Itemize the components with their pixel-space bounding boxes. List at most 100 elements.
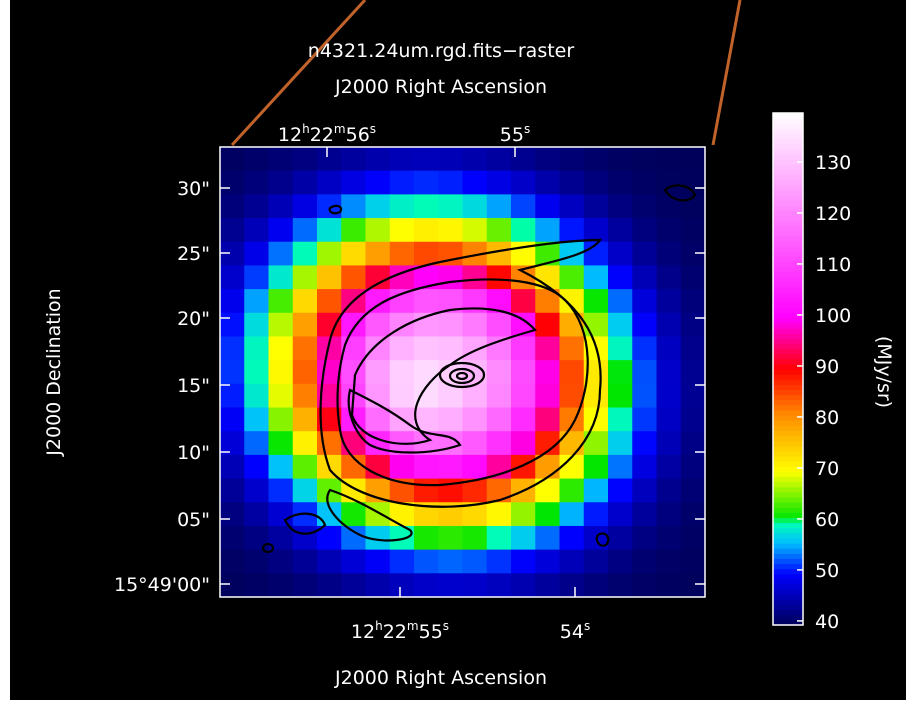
raster-pixel (681, 336, 706, 360)
raster-pixel (608, 218, 633, 242)
raster-pixel (487, 242, 512, 266)
raster-pixel (341, 573, 366, 597)
left-axis-label: J2000 Declination (43, 288, 65, 456)
raster-pixel (269, 502, 294, 526)
colorbar-tick-label: 100 (815, 305, 851, 327)
colorbar-step (773, 564, 803, 570)
raster-pixel (317, 265, 342, 289)
raster-pixel (220, 479, 245, 503)
raster-pixel (511, 171, 536, 195)
raster-pixel (390, 502, 415, 526)
raster-pixel (560, 455, 585, 479)
colorbar-step (773, 139, 803, 145)
raster-pixel (560, 550, 585, 574)
colorbar-step (773, 287, 803, 293)
colorbar-step (773, 436, 803, 442)
colorbar-step (773, 430, 803, 436)
raster-pixel (390, 336, 415, 360)
raster-pixel (390, 573, 415, 597)
raster-pixel (414, 171, 439, 195)
raster-pixel (560, 431, 585, 455)
tick-text: 54 (560, 621, 584, 643)
colorbar-step (773, 548, 803, 554)
raster-pixel (366, 502, 391, 526)
raster-pixel (535, 526, 560, 550)
raster-pixel (269, 147, 294, 171)
superscript: m (334, 122, 346, 136)
raster-pixel (584, 147, 609, 171)
raster-pixel (463, 550, 488, 574)
colorbar-step (773, 589, 803, 595)
raster-pixel (293, 479, 318, 503)
colorbar-step (773, 338, 803, 344)
raster-pixel (463, 194, 488, 218)
raster-pixel (632, 265, 657, 289)
raster-pixel (269, 360, 294, 384)
ra-tick-label: 12h22m55s (351, 619, 449, 643)
raster-pixel (681, 218, 706, 242)
raster-pixel (632, 384, 657, 408)
dec-tick-label: 15°49'00" (114, 574, 210, 596)
raster-pixel (220, 502, 245, 526)
dec-tick-label: 05" (177, 509, 210, 531)
raster-pixel (341, 431, 366, 455)
raster-pixel (511, 526, 536, 550)
raster-pixel (317, 573, 342, 597)
raster-pixel (293, 313, 318, 337)
dec-tick-label: 20" (177, 308, 210, 330)
raster-pixel (269, 242, 294, 266)
raster-pixel (560, 336, 585, 360)
raster-pixel (608, 194, 633, 218)
colorbar-step (773, 410, 803, 416)
raster-pixel (535, 147, 560, 171)
colorbar-step (773, 149, 803, 155)
raster-pixel (535, 384, 560, 408)
raster-pixel (317, 550, 342, 574)
raster-pixel (366, 147, 391, 171)
raster-pixel (632, 242, 657, 266)
raster-pixel (390, 360, 415, 384)
raster-pixel (293, 336, 318, 360)
raster-pixel (220, 550, 245, 574)
colorbar-step (773, 461, 803, 467)
raster-pixel (244, 479, 269, 503)
raster-pixel (244, 526, 269, 550)
colorbar-step (773, 144, 803, 150)
raster-pixel (657, 336, 682, 360)
raster-pixel (608, 147, 633, 171)
dec-tick-label: 10" (177, 442, 210, 464)
raster-pixel (438, 171, 463, 195)
raster-pixel (317, 147, 342, 171)
colorbar-step (773, 333, 803, 339)
raster-pixel (511, 336, 536, 360)
raster-pixel (535, 455, 560, 479)
colorbar-step (773, 558, 803, 564)
raster-pixel (438, 313, 463, 337)
raster-pixel (293, 218, 318, 242)
raster-pixel (220, 265, 245, 289)
raster-pixel (560, 265, 585, 289)
colorbar-step (773, 236, 803, 242)
raster-pixel (269, 171, 294, 195)
raster-pixel (632, 573, 657, 597)
raster-pixel (608, 526, 633, 550)
raster-pixel (657, 455, 682, 479)
raster-pixel (560, 147, 585, 171)
colorbar-step (773, 297, 803, 303)
raster-pixel (269, 408, 294, 432)
raster-pixel (220, 336, 245, 360)
raster-pixel (511, 455, 536, 479)
raster-pixel (681, 242, 706, 266)
colorbar-step (773, 118, 803, 124)
raster-pixel (560, 194, 585, 218)
raster-pixel (293, 242, 318, 266)
raster-pixel (681, 265, 706, 289)
viewer: n4321.24um.rgd.fits−raster J2000 Right A… (0, 0, 918, 713)
raster-pixel (511, 408, 536, 432)
raster-pixel (366, 194, 391, 218)
colorbar-step (773, 308, 803, 314)
raster-pixel (657, 573, 682, 597)
raster-pixel (560, 360, 585, 384)
raster-pixel (390, 171, 415, 195)
colorbar-step (773, 221, 803, 227)
